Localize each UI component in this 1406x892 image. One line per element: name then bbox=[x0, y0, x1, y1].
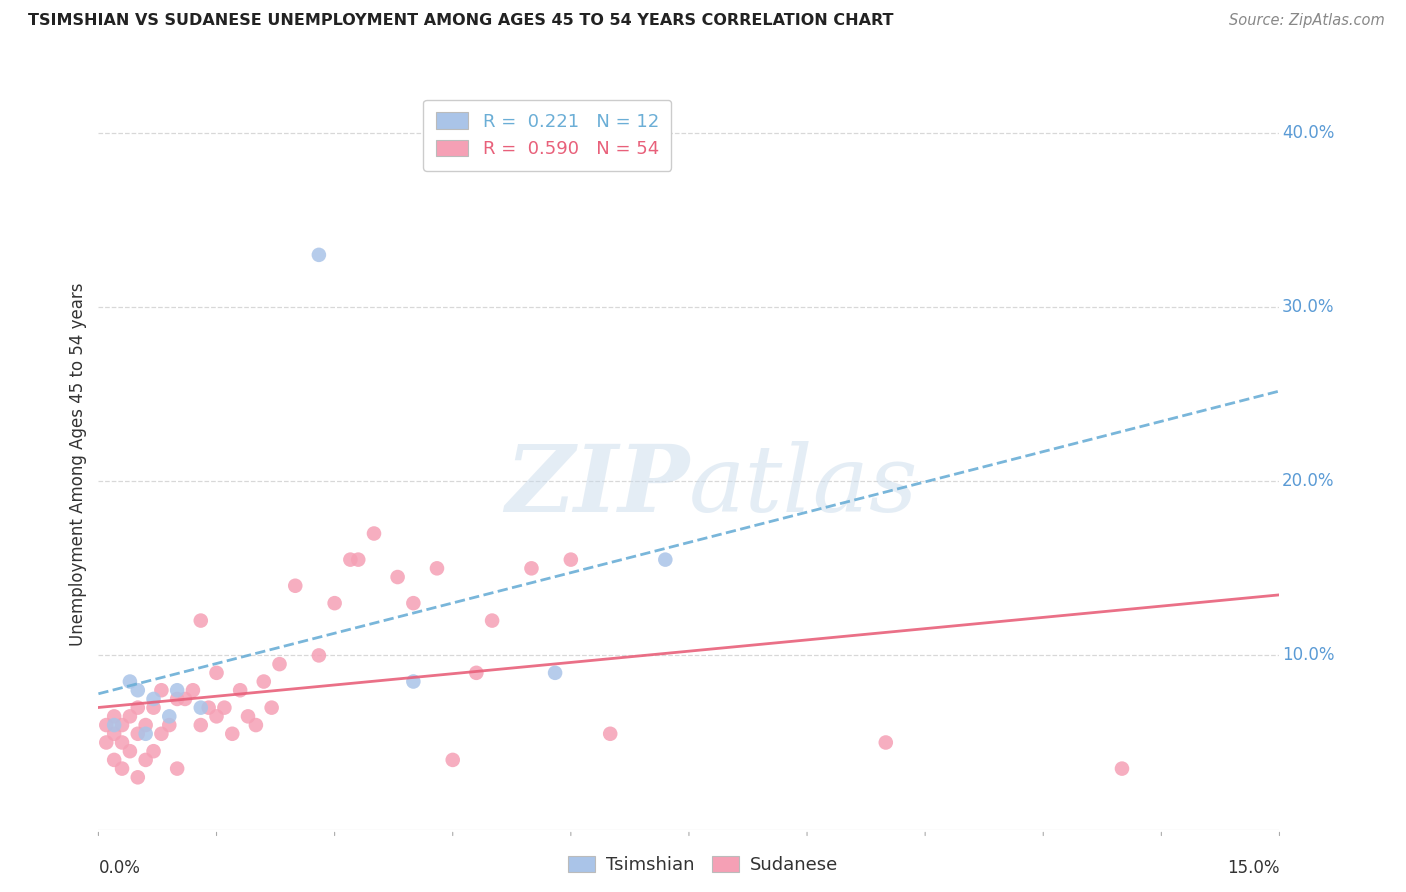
Text: 10.0%: 10.0% bbox=[1282, 647, 1334, 665]
Point bbox=[127, 770, 149, 784]
Point bbox=[111, 735, 134, 749]
Text: 30.0%: 30.0% bbox=[1282, 298, 1334, 316]
Point bbox=[103, 709, 125, 723]
Point bbox=[1111, 762, 1133, 776]
Point bbox=[205, 709, 228, 723]
Point bbox=[236, 709, 259, 723]
Point bbox=[308, 648, 330, 663]
Point bbox=[190, 614, 212, 628]
Point bbox=[118, 744, 141, 758]
Text: 0.0%: 0.0% bbox=[98, 859, 141, 877]
Point bbox=[174, 692, 197, 706]
Point bbox=[142, 692, 165, 706]
Point bbox=[544, 665, 567, 680]
Point bbox=[323, 596, 346, 610]
Point bbox=[135, 727, 157, 741]
Text: 20.0%: 20.0% bbox=[1282, 472, 1334, 491]
Point bbox=[181, 683, 204, 698]
Point bbox=[127, 727, 149, 741]
Point bbox=[654, 552, 676, 566]
Point bbox=[441, 753, 464, 767]
Point bbox=[402, 596, 425, 610]
Point bbox=[135, 753, 157, 767]
Point bbox=[103, 727, 125, 741]
Point bbox=[245, 718, 267, 732]
Point bbox=[520, 561, 543, 575]
Y-axis label: Unemployment Among Ages 45 to 54 years: Unemployment Among Ages 45 to 54 years bbox=[69, 282, 87, 646]
Point bbox=[157, 718, 180, 732]
Point bbox=[308, 248, 330, 262]
Point bbox=[197, 700, 219, 714]
Point bbox=[221, 727, 243, 741]
Point bbox=[142, 700, 165, 714]
Point bbox=[190, 700, 212, 714]
Point bbox=[205, 665, 228, 680]
Point bbox=[103, 753, 125, 767]
Text: TSIMSHIAN VS SUDANESE UNEMPLOYMENT AMONG AGES 45 TO 54 YEARS CORRELATION CHART: TSIMSHIAN VS SUDANESE UNEMPLOYMENT AMONG… bbox=[28, 13, 894, 29]
Legend: R =  0.221   N = 12, R =  0.590   N = 54: R = 0.221 N = 12, R = 0.590 N = 54 bbox=[423, 100, 672, 170]
Point bbox=[260, 700, 283, 714]
Text: Source: ZipAtlas.com: Source: ZipAtlas.com bbox=[1229, 13, 1385, 29]
Point bbox=[142, 744, 165, 758]
Point bbox=[118, 674, 141, 689]
Text: 40.0%: 40.0% bbox=[1282, 124, 1334, 142]
Point bbox=[127, 683, 149, 698]
Point bbox=[284, 579, 307, 593]
Point bbox=[229, 683, 252, 698]
Point bbox=[387, 570, 409, 584]
Point bbox=[339, 552, 361, 566]
Point bbox=[875, 735, 897, 749]
Point bbox=[127, 700, 149, 714]
Point bbox=[157, 709, 180, 723]
Point bbox=[190, 718, 212, 732]
Point bbox=[111, 718, 134, 732]
Point bbox=[150, 683, 173, 698]
Point bbox=[253, 674, 276, 689]
Point bbox=[166, 683, 188, 698]
Point bbox=[560, 552, 582, 566]
Point bbox=[269, 657, 291, 672]
Point bbox=[150, 727, 173, 741]
Point bbox=[111, 762, 134, 776]
Legend: Tsimshian, Sudanese: Tsimshian, Sudanese bbox=[558, 847, 848, 883]
Point bbox=[363, 526, 385, 541]
Point bbox=[599, 727, 621, 741]
Text: 15.0%: 15.0% bbox=[1227, 859, 1279, 877]
Point bbox=[118, 709, 141, 723]
Point bbox=[166, 762, 188, 776]
Point bbox=[402, 674, 425, 689]
Text: ZIP: ZIP bbox=[505, 441, 689, 531]
Point bbox=[214, 700, 236, 714]
Point bbox=[103, 718, 125, 732]
Text: atlas: atlas bbox=[689, 441, 918, 531]
Point bbox=[465, 665, 488, 680]
Point bbox=[96, 735, 118, 749]
Point bbox=[96, 718, 118, 732]
Point bbox=[481, 614, 503, 628]
Point bbox=[347, 552, 370, 566]
Point bbox=[426, 561, 449, 575]
Point bbox=[166, 692, 188, 706]
Point bbox=[135, 718, 157, 732]
